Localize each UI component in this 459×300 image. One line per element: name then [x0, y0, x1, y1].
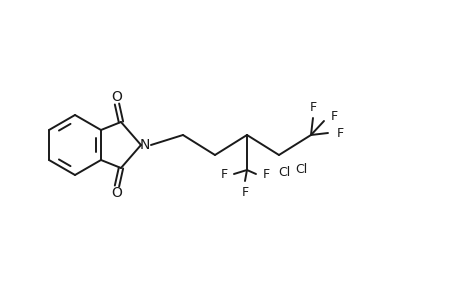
Text: Cl: Cl — [277, 167, 290, 179]
Text: F: F — [241, 185, 248, 199]
Text: F: F — [262, 167, 269, 181]
Text: Cl: Cl — [294, 163, 307, 176]
Text: F: F — [330, 110, 337, 122]
Text: F: F — [336, 127, 343, 140]
Text: O: O — [111, 186, 122, 200]
Text: N: N — [140, 138, 150, 152]
Text: O: O — [111, 90, 122, 104]
Text: F: F — [220, 167, 227, 181]
Text: F: F — [309, 100, 316, 113]
